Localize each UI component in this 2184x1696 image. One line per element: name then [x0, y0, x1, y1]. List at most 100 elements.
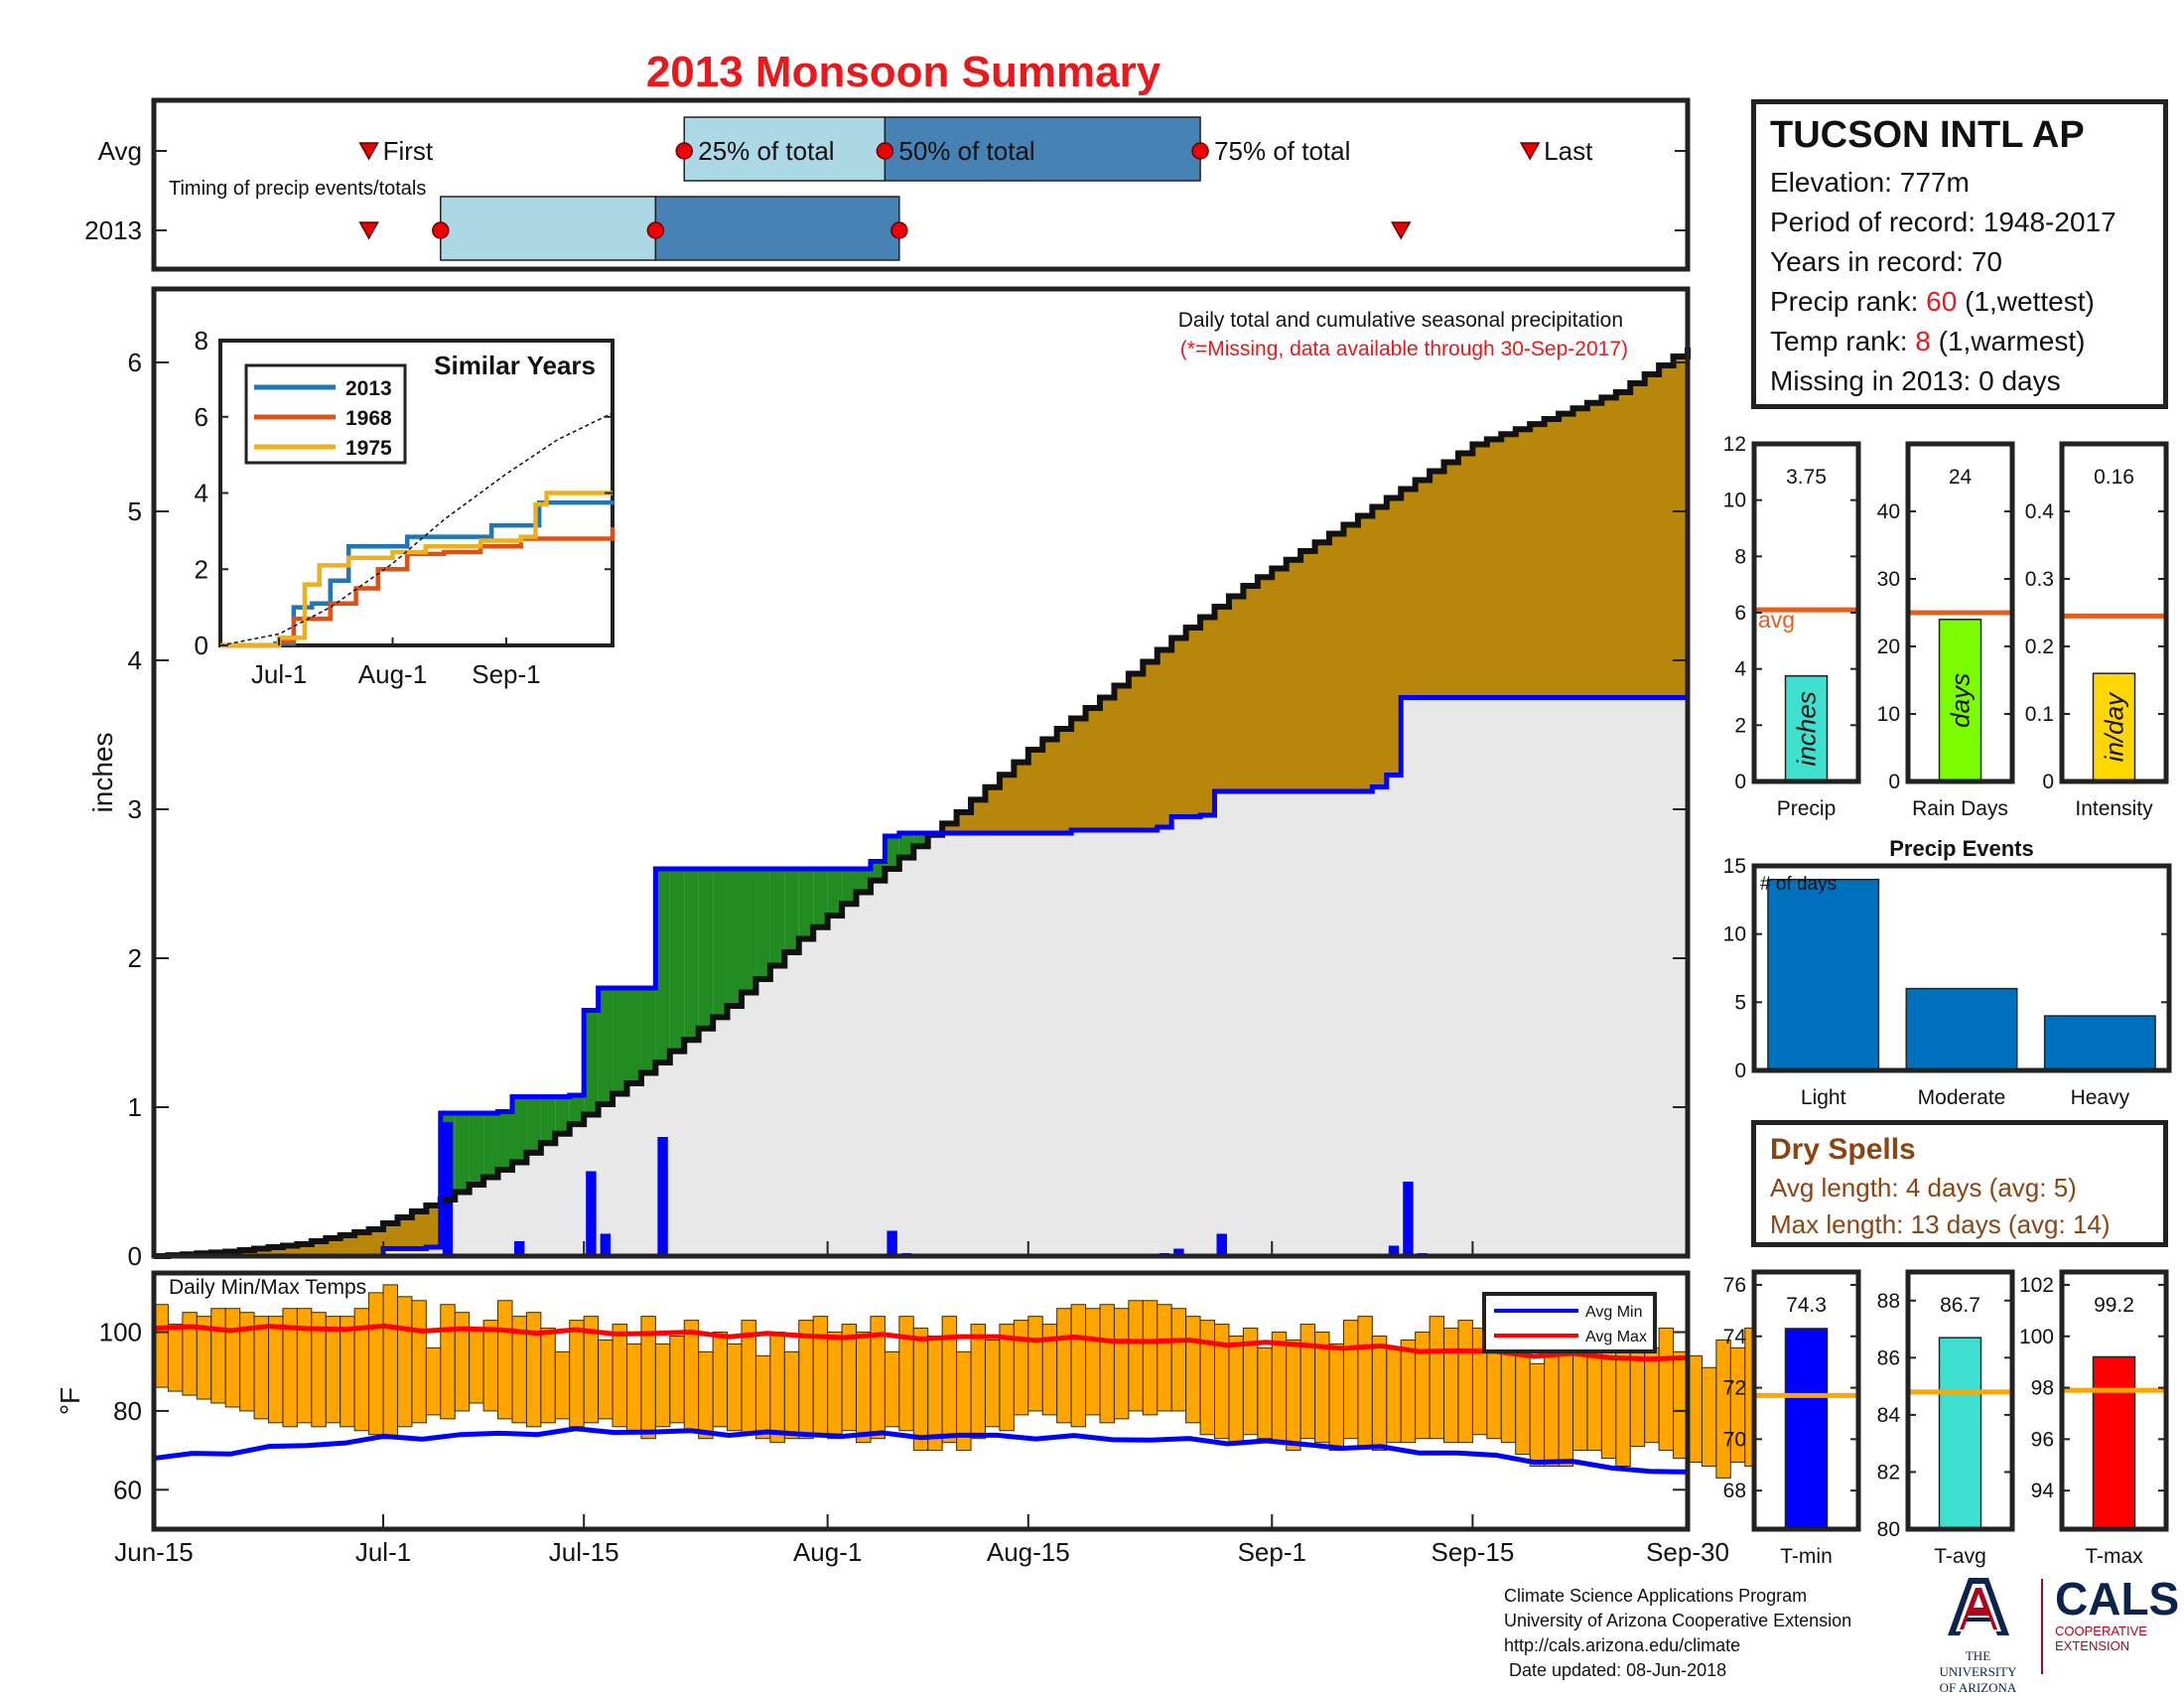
dry-spells-max: Max length: 13 days (avg: 14) [1770, 1209, 2111, 1239]
base-fill-day-19 [426, 1247, 442, 1256]
inset-xtick-label-2: Sep-1 [472, 659, 540, 689]
surplus-fill-day-43 [769, 869, 785, 966]
temp-bar-day-32 [612, 1324, 627, 1428]
season-temp-panel-frame-1 [1905, 1269, 2015, 1532]
surplus-fill-day-29 [569, 1095, 585, 1125]
temp-bar-day-57 [970, 1324, 986, 1440]
xtick-label-0: Jun-15 [114, 1537, 194, 1567]
base-fill-day-106 [1673, 697, 1689, 1256]
base-fill-day-85 [1372, 786, 1388, 1256]
temp-bar-day-86 [1386, 1346, 1402, 1444]
deficit-fill-day-80 [1300, 551, 1316, 791]
surplus-fill-day-36 [669, 869, 685, 1052]
season-total-ytick-label-0-8: 8 [1734, 545, 1746, 568]
deficit-fill-day-69 [1143, 661, 1159, 830]
base-fill-day-58 [985, 833, 1001, 1256]
temp-bar-day-52 [898, 1316, 914, 1432]
base-fill-day-64 [1071, 830, 1087, 1256]
precip-events-title: Precip Events [1889, 836, 2034, 861]
surplus-fill-day-37 [684, 869, 700, 1041]
similar-years-title: Similar Years [434, 351, 596, 380]
temp-bar-day-85 [1371, 1336, 1388, 1452]
timing-marker-q75-2013 [890, 221, 908, 239]
deficit-fill-day-85 [1372, 506, 1388, 787]
surplus-fill-day-52 [898, 833, 914, 858]
base-fill-day-79 [1286, 791, 1301, 1256]
temp-bar-day-48 [841, 1324, 858, 1432]
footer-line-3: http://cals.arizona.edu/climate [1504, 1635, 1741, 1655]
season-temp-ytick-label-1-80: 80 [1877, 1518, 1900, 1541]
season-total-ytick-label-0-10: 10 [1723, 490, 1746, 512]
deficit-fill-day-16 [383, 1223, 399, 1249]
temp-bar-day-73 [1199, 1320, 1216, 1436]
base-fill-day-80 [1300, 791, 1316, 1256]
legend-label-1968: 1968 [345, 407, 392, 430]
temps-ytick-label-100: 100 [99, 1318, 142, 1347]
temp-bar-day-77 [1257, 1346, 1273, 1440]
temp-bar-day-64 [1070, 1304, 1087, 1428]
daily-precip-bar-0 [442, 1122, 454, 1256]
deficit-fill-day-70 [1157, 649, 1172, 827]
season-temp-value-1: 86.7 [1940, 1294, 1980, 1317]
temp-bar-day-28 [554, 1350, 571, 1420]
inset-ytick-label-6: 6 [195, 402, 208, 432]
season-total-ytick-label-2-0: 0 [2042, 771, 2054, 793]
surplus-fill-day-22 [469, 1113, 484, 1185]
temp-bar-day-33 [625, 1343, 642, 1432]
main-plot-frame [151, 286, 1691, 1259]
precip-events-ytick-label-15: 15 [1723, 855, 1746, 878]
timing-marker-q50-2013 [646, 221, 665, 239]
precip-rank: Precip rank: 60 (1,wettest) [1770, 286, 2163, 318]
season-total-ytick-label-1-0: 0 [1888, 771, 1900, 793]
deficit-fill-day-14 [354, 1232, 370, 1256]
base-fill-day-94 [1501, 697, 1517, 1256]
main-ytick-label-0: 0 [128, 1241, 142, 1271]
surplus-fill-day-27 [540, 1096, 556, 1144]
surplus-fill-day-40 [727, 869, 743, 1006]
xtick-label-5: Sep-1 [1238, 1537, 1306, 1567]
base-fill-day-49 [856, 869, 872, 1256]
base-fill-day-29 [569, 1095, 585, 1256]
timing-row-avg-label: Avg [98, 136, 142, 166]
daily-precip-bar-10 [1388, 1245, 1400, 1256]
base-fill-day-56 [956, 833, 972, 1256]
main-ytick-label-1: 1 [128, 1092, 142, 1122]
base-fill-day-78 [1272, 791, 1288, 1256]
season-total-ytick-label-0-2: 2 [1734, 714, 1746, 737]
precip-event-label-1: Moderate [1918, 1086, 2006, 1109]
temp-bar-day-96 [1529, 1362, 1546, 1467]
precip-events-ytick-label-0: 0 [1734, 1060, 1746, 1082]
season-total-ytick-label-0-6: 6 [1734, 602, 1746, 625]
season-temp-panel-frame-0 [1751, 1269, 1861, 1532]
season-total-panel-frame-1 [1905, 441, 2015, 784]
deficit-fill-day-101 [1601, 397, 1617, 698]
temp-bar-day-31 [598, 1339, 614, 1420]
daily-precip-bar-5 [887, 1230, 897, 1256]
temp-bar-day-69 [1142, 1300, 1159, 1416]
precip-event-bar-1 [1905, 987, 2018, 1071]
base-fill-day-100 [1586, 697, 1602, 1256]
precip-event-label-0: Light [1801, 1086, 1846, 1109]
season-total-label-1: Rain Days [1912, 797, 2008, 820]
deficit-fill-day-19 [426, 1205, 442, 1247]
timing-triangle-last-avg [1519, 142, 1541, 161]
similar-years-line-1968 [220, 527, 615, 648]
temp-bar-day-75 [1228, 1336, 1244, 1444]
season-temp-ytick-label-0-70: 70 [1723, 1428, 1746, 1451]
surplus-fill-day-39 [713, 869, 729, 1018]
logo-divider [2041, 1579, 2043, 1674]
surplus-fill-day-42 [755, 869, 771, 979]
temp-bar-day-87 [1400, 1339, 1417, 1444]
deficit-fill-day-93 [1486, 439, 1502, 698]
deficit-fill-day-11 [311, 1241, 327, 1256]
season-total-ytick-label-1-40: 40 [1877, 500, 1900, 523]
base-fill-day-73 [1200, 815, 1216, 1256]
deficit-fill-day-103 [1630, 383, 1646, 698]
deficit-fill-day-89 [1430, 471, 1445, 698]
deficit-fill-day-87 [1401, 489, 1417, 698]
temp-bar-day-4 [210, 1308, 226, 1404]
base-fill-day-69 [1143, 830, 1159, 1256]
main-ytick-label-3: 3 [128, 794, 142, 824]
station-name: TUCSON INTL AP [1770, 114, 2085, 156]
